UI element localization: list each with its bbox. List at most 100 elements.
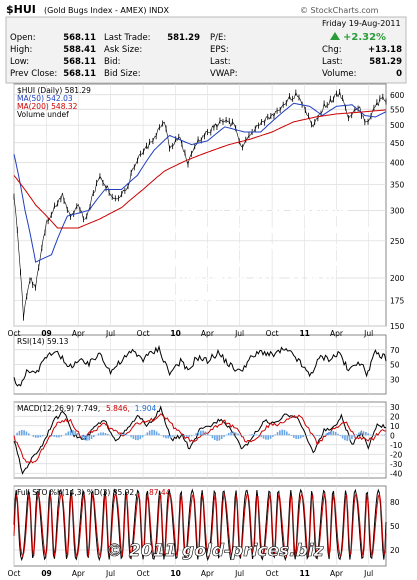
- macd-histogram-bar: [374, 435, 376, 437]
- macd-histogram-bar: [272, 435, 274, 437]
- ask-size-label: Ask Size:: [104, 45, 142, 55]
- macd-histogram-bar: [348, 435, 351, 441]
- legend-entry: 1.904: [135, 404, 157, 413]
- legend-entry: Volume undef: [17, 110, 69, 119]
- bid-label: Bid:: [104, 57, 120, 67]
- prev-close-label: Prev Close:: [10, 69, 57, 79]
- last-value: 581.29: [369, 57, 402, 67]
- macd-histogram-bar: [202, 430, 204, 436]
- y-tick-label: 500: [390, 121, 405, 130]
- macd-histogram-bar: [88, 435, 90, 441]
- bid-size-label: Bid Size:: [104, 69, 141, 79]
- macd-histogram-bar: [123, 433, 125, 436]
- macd-histogram-bar: [158, 433, 160, 436]
- macd-histogram-bar: [216, 435, 218, 441]
- last-label: Last:: [322, 57, 343, 67]
- macd-histogram-bar: [165, 435, 167, 439]
- macd-histogram-bar: [234, 432, 237, 436]
- macd-histogram-bar: [213, 435, 216, 441]
- annotation-line-3: in order to convince investors: [174, 239, 368, 253]
- up-arrow-icon: [330, 32, 340, 40]
- macd-histogram-bar: [58, 435, 60, 438]
- macd-histogram-bar: [337, 433, 339, 436]
- last-label-mid: Last:: [210, 57, 231, 67]
- chg-label: Chg:: [322, 45, 342, 55]
- macd-histogram-bar: [253, 433, 256, 436]
- macd-histogram-bar: [27, 433, 30, 436]
- macd-histogram-bar: [118, 433, 121, 436]
- y-tick-label: 175: [390, 296, 405, 305]
- x-tick-label: 09: [41, 329, 51, 338]
- macd-histogram-bar: [130, 435, 132, 438]
- legend-entry: RSI(14) 59.13: [17, 337, 69, 346]
- macd-histogram-bar: [262, 435, 265, 439]
- macd-histogram-bar: [139, 435, 142, 440]
- volume-value: 0: [396, 69, 402, 79]
- macd-histogram-bar: [83, 435, 86, 440]
- last-trade-label: Last Trade:: [104, 33, 151, 43]
- x-tick-label: Oct: [266, 329, 279, 338]
- annotation-line-6: should.: [174, 290, 222, 304]
- macd-histogram-bar: [223, 435, 225, 437]
- x-tick-label: Apr: [72, 569, 86, 578]
- x-tick-label: Oct: [137, 569, 150, 578]
- macd-histogram-bar: [360, 431, 363, 436]
- y-tick-label: 30: [390, 375, 400, 384]
- macd-histogram-bar: [376, 435, 379, 436]
- macd-histogram-bar: [220, 435, 223, 440]
- x-tick-label: Jul: [105, 329, 115, 338]
- macd-histogram-bar: [197, 431, 200, 436]
- y-tick-label: 10: [390, 422, 400, 431]
- macd-histogram-bar: [290, 435, 293, 436]
- macd-histogram-bar: [125, 434, 128, 436]
- macd-histogram-bar: [320, 435, 323, 436]
- macd-histogram-bar: [367, 433, 369, 436]
- macd-histogram-bar: [365, 432, 367, 436]
- macd-histogram-bar: [90, 435, 93, 440]
- volume-label: Volume:: [322, 69, 356, 79]
- macd-histogram-bar: [69, 430, 72, 436]
- macd-histogram-bar: [346, 435, 349, 441]
- macd-histogram-bar: [169, 435, 172, 438]
- macd-histogram-bar: [116, 434, 118, 436]
- pe-label: P/E:: [210, 33, 226, 43]
- y-tick-label: 300: [390, 206, 405, 215]
- macd-histogram-bar: [341, 435, 344, 439]
- x-tick-label: Jul: [363, 569, 373, 578]
- macd-histogram-bar: [225, 434, 228, 436]
- macd-histogram-bar: [153, 430, 156, 436]
- x-tick-label: Oct: [137, 329, 150, 338]
- open-value: 568.11: [63, 33, 96, 43]
- macd-histogram-bar: [23, 430, 25, 436]
- y-tick-label: 400: [390, 158, 405, 167]
- x-tick-label: 10: [170, 569, 180, 578]
- macd-histogram-bar: [204, 431, 207, 436]
- x-tick-label: Jul: [234, 569, 244, 578]
- macd-histogram-bar: [302, 435, 304, 438]
- macd-histogram-bar: [18, 430, 21, 436]
- x-tick-label: 09: [41, 569, 51, 578]
- macd-histogram-bar: [16, 432, 18, 436]
- macd-histogram-bar: [162, 435, 165, 438]
- x-tick-label: Jul: [234, 329, 244, 338]
- macd-histogram-bar: [232, 431, 235, 436]
- macd-histogram-bar: [295, 435, 297, 439]
- prev-close-value: 568.11: [63, 69, 96, 79]
- high-label: High:: [10, 45, 32, 55]
- macd-histogram-bar: [383, 434, 386, 436]
- legend-entry: 5.846,: [106, 404, 130, 413]
- macd-histogram-bar: [276, 432, 279, 436]
- macd-histogram-bar: [55, 435, 58, 438]
- macd-histogram-bar: [37, 435, 39, 438]
- macd-histogram-bar: [97, 433, 100, 436]
- panel-frame: [13, 401, 387, 479]
- macd-histogram-bar: [183, 435, 186, 437]
- macd-histogram-bar: [353, 435, 356, 437]
- quote-box: Friday 19-Aug-2011 +2.32% Open: 568.11 H…: [5, 16, 407, 84]
- x-tick-label: Oct: [266, 569, 279, 578]
- macd-histogram-bar: [327, 431, 330, 436]
- macd-histogram-bar: [86, 435, 88, 441]
- high-value: 588.41: [63, 45, 96, 55]
- quote-date: Friday 19-Aug-2011: [322, 19, 401, 28]
